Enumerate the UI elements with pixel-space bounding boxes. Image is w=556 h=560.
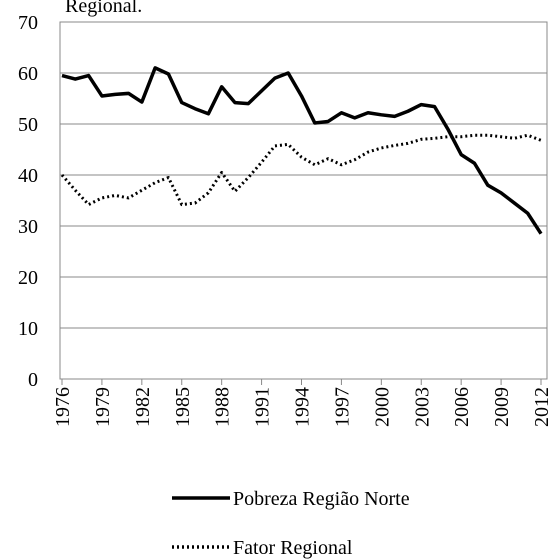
x-tick-label: 1994 (292, 387, 314, 427)
legend-label: Fator Regional (233, 537, 353, 559)
x-tick-label: 1997 (331, 387, 353, 427)
chart-title: Regional. (65, 0, 142, 17)
legend-label: Pobreza Região Norte (233, 488, 410, 510)
y-tick-label: 10 (18, 318, 38, 340)
y-tick-label: 60 (18, 63, 38, 85)
x-tick-label: 2000 (371, 387, 393, 427)
x-tick-label: 1979 (92, 387, 114, 427)
y-tick-label: 0 (28, 369, 38, 391)
y-tick-label: 30 (18, 216, 38, 238)
series-line (60, 133, 542, 207)
x-tick-label: 1988 (212, 387, 234, 427)
y-tick-label: 70 (18, 12, 38, 34)
plot-border (59, 21, 548, 380)
series-line (61, 66, 543, 235)
x-tick-label: 1982 (132, 387, 154, 427)
x-tick-label: 1976 (52, 387, 74, 427)
x-tick-label: 1985 (172, 387, 194, 427)
x-tick-label: 2006 (451, 387, 473, 427)
x-tick-label: 2012 (531, 387, 553, 427)
x-tick-label: 2003 (411, 387, 433, 427)
x-tick-label: 1991 (252, 387, 274, 427)
y-tick-label: 20 (18, 267, 38, 289)
y-tick-label: 40 (18, 165, 38, 187)
y-tick-label: 50 (18, 114, 38, 136)
x-tick-label: 2009 (491, 387, 513, 427)
